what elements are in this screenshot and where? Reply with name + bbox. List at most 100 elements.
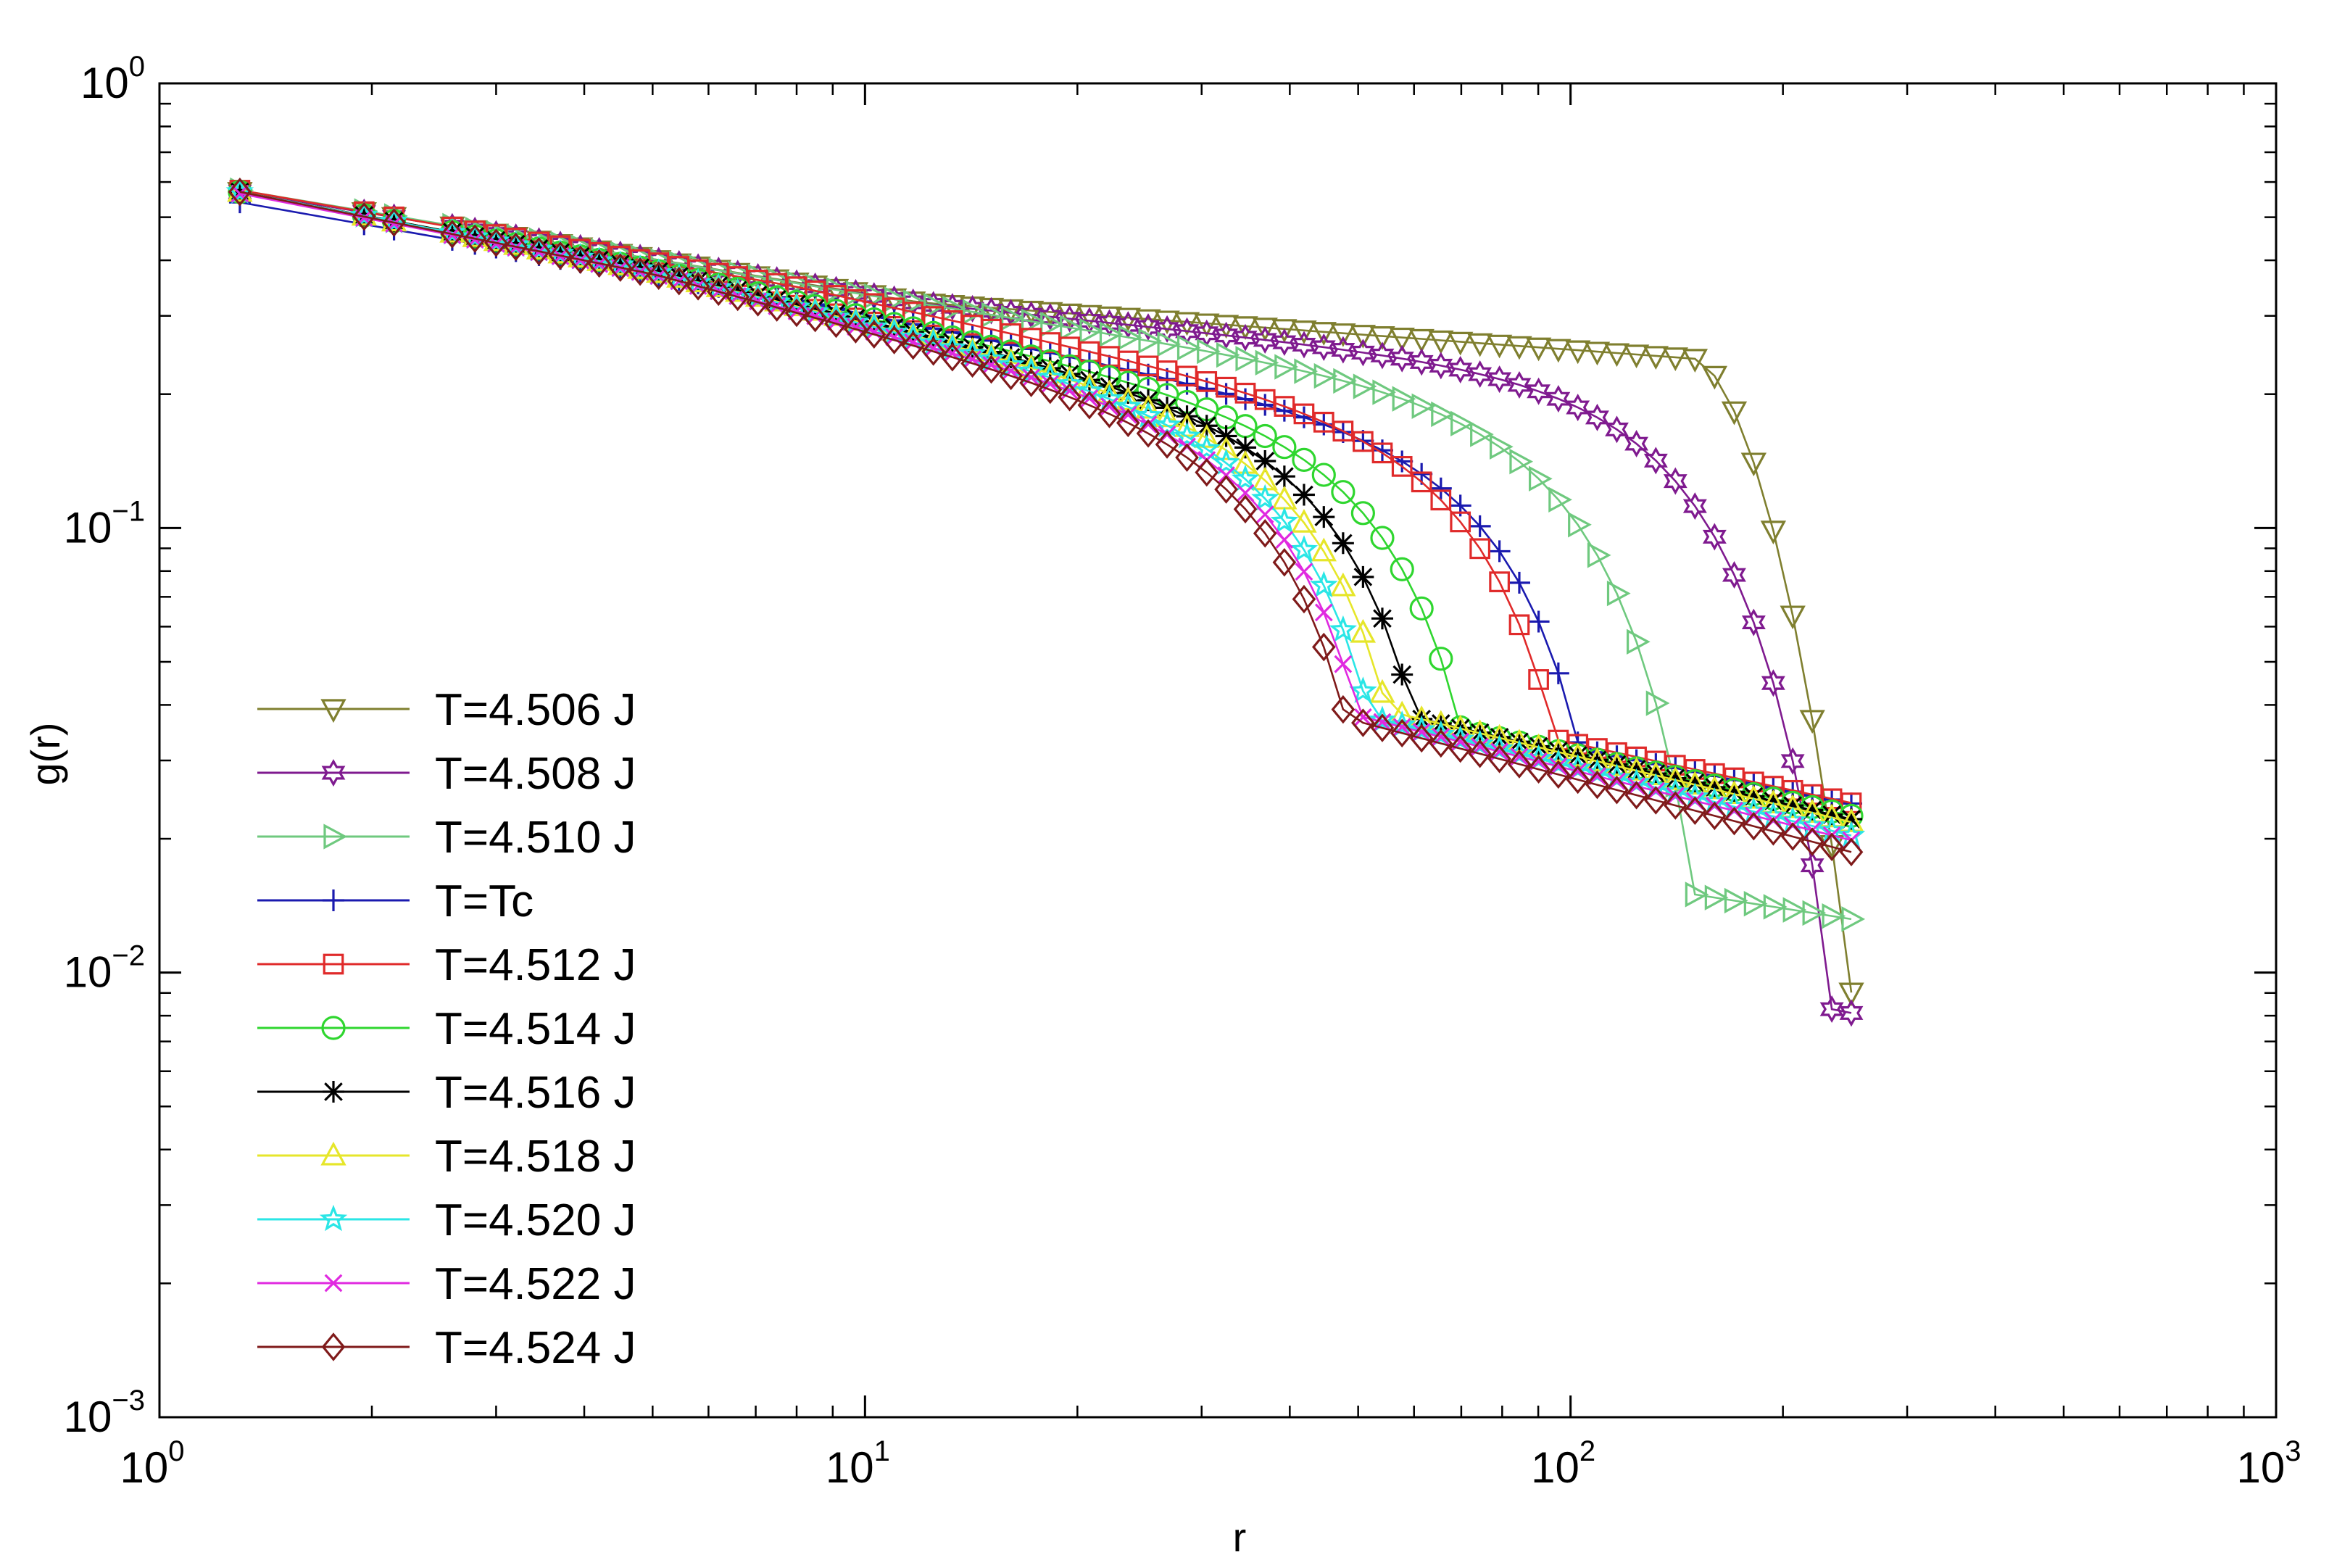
series-line xyxy=(239,191,1852,853)
data-point xyxy=(1545,339,1572,363)
data-point xyxy=(1799,710,1825,734)
series-t-4-524-j xyxy=(228,177,1864,867)
data-point xyxy=(1740,452,1767,477)
data-point xyxy=(1682,349,1709,373)
data-point xyxy=(525,234,553,262)
data-point xyxy=(1255,505,1274,523)
data-point xyxy=(1136,419,1161,448)
data-point xyxy=(588,249,610,271)
data-point xyxy=(1334,655,1353,673)
data-point xyxy=(1175,443,1199,472)
data-point xyxy=(1429,647,1453,671)
data-point xyxy=(1624,430,1649,458)
legend-marker xyxy=(323,889,344,911)
data-point xyxy=(1332,532,1354,555)
data-point xyxy=(1329,615,1358,642)
data-point xyxy=(1295,563,1313,581)
data-point xyxy=(765,288,788,310)
data-point xyxy=(1252,318,1278,341)
data-point xyxy=(1368,705,1397,733)
data-point xyxy=(1683,796,1707,826)
data-point xyxy=(1311,462,1336,487)
data-point xyxy=(824,309,848,339)
data-point xyxy=(1780,822,1805,851)
data-point xyxy=(1487,365,1512,394)
data-point xyxy=(1254,450,1276,473)
data-point xyxy=(865,323,884,341)
legend-label: T=4.514 J xyxy=(435,1004,636,1054)
data-point xyxy=(921,337,945,366)
data-point xyxy=(1760,789,1787,813)
data-point xyxy=(1703,801,1727,831)
data-point xyxy=(1389,700,1415,725)
data-point xyxy=(726,279,749,302)
data-point xyxy=(1821,803,1843,826)
data-point xyxy=(1136,313,1161,341)
data-point xyxy=(548,241,573,270)
data-point xyxy=(1370,526,1395,550)
data-point xyxy=(1331,336,1356,364)
data-point xyxy=(502,230,530,257)
legend-label: T=4.506 J xyxy=(435,685,636,735)
data-point xyxy=(1311,333,1336,361)
data-point xyxy=(1019,368,1043,397)
data-point xyxy=(1546,385,1571,413)
data-point xyxy=(1273,399,1295,422)
data-point xyxy=(1155,315,1179,343)
data-point xyxy=(1392,386,1416,412)
data-point xyxy=(1606,580,1631,607)
data-point xyxy=(1272,435,1297,460)
legend-marker xyxy=(321,759,346,787)
legend-entry: T=4.514 J xyxy=(257,1004,636,1054)
data-point xyxy=(1294,358,1319,384)
data-point xyxy=(1290,535,1319,562)
data-point xyxy=(1231,464,1260,491)
data-point xyxy=(1253,423,1277,449)
data-point xyxy=(1490,434,1514,460)
legend-marker xyxy=(320,699,346,723)
data-point xyxy=(746,288,770,317)
data-point xyxy=(352,202,376,231)
data-point xyxy=(440,220,465,249)
legend-entry: T=Tc xyxy=(257,876,534,926)
data-point xyxy=(1155,430,1179,459)
data-point xyxy=(1685,882,1709,908)
data-point xyxy=(1000,323,1021,344)
data-point xyxy=(1662,347,1688,372)
data-point xyxy=(940,343,965,372)
data-point xyxy=(1194,313,1220,338)
data-point xyxy=(1822,903,1846,929)
data-point xyxy=(1782,795,1804,817)
data-point xyxy=(1624,781,1648,810)
data-point xyxy=(1448,331,1474,356)
data-point xyxy=(380,207,408,234)
data-point xyxy=(1547,662,1569,684)
data-point xyxy=(1411,393,1436,419)
data-point xyxy=(1232,449,1258,474)
data-point xyxy=(438,217,467,245)
data-point xyxy=(1232,316,1258,341)
data-point xyxy=(786,293,808,315)
data-point xyxy=(647,260,670,283)
data-point xyxy=(1291,320,1317,344)
legend-marker xyxy=(323,1081,344,1103)
data-point xyxy=(585,246,613,273)
data-point xyxy=(1485,734,1514,761)
data-point xyxy=(1489,571,1510,592)
data-point xyxy=(1724,887,1748,914)
data-point xyxy=(1197,338,1221,365)
data-point xyxy=(1272,328,1297,357)
data-point xyxy=(1507,370,1532,399)
data-point xyxy=(1291,508,1317,533)
data-point xyxy=(1234,436,1257,459)
data-point xyxy=(1311,537,1337,562)
data-point xyxy=(1486,334,1513,359)
legend-marker xyxy=(324,1274,343,1293)
data-point xyxy=(1116,311,1140,339)
data-point xyxy=(1077,391,1102,420)
data-point xyxy=(1546,760,1571,789)
data-point xyxy=(1584,747,1611,771)
data-point xyxy=(1195,457,1219,487)
data-point xyxy=(1721,780,1748,805)
